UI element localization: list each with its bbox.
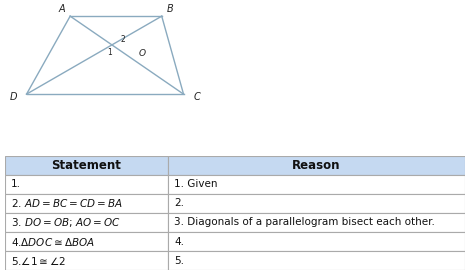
Bar xyxy=(5,232,168,251)
Text: O: O xyxy=(138,49,146,58)
Bar xyxy=(168,156,465,175)
Text: 1: 1 xyxy=(107,48,112,57)
Text: A: A xyxy=(58,4,65,14)
Bar xyxy=(168,232,465,251)
Text: 2.: 2. xyxy=(174,198,184,208)
Text: 1. Given: 1. Given xyxy=(174,179,218,189)
Text: 1.: 1. xyxy=(11,179,21,189)
Bar xyxy=(5,175,168,194)
Text: 3. Diagonals of a parallelogram bisect each other.: 3. Diagonals of a parallelogram bisect e… xyxy=(174,218,435,227)
Text: 4.$\Delta DOC \cong \Delta BOA$: 4.$\Delta DOC \cong \Delta BOA$ xyxy=(11,236,95,248)
Bar xyxy=(168,251,465,270)
Text: 3. $DO = OB$; $AO = OC$: 3. $DO = OB$; $AO = OC$ xyxy=(11,216,120,229)
Text: 2. $AD = BC = CD = BA$: 2. $AD = BC = CD = BA$ xyxy=(11,197,122,209)
Text: 5.: 5. xyxy=(174,256,184,266)
Bar xyxy=(5,213,168,232)
Text: Reason: Reason xyxy=(292,159,340,172)
Text: Statement: Statement xyxy=(51,159,121,172)
Bar xyxy=(168,194,465,213)
Bar xyxy=(5,156,168,175)
Text: B: B xyxy=(167,4,174,14)
Text: 4.: 4. xyxy=(174,237,184,247)
Text: 2: 2 xyxy=(120,35,125,44)
Bar xyxy=(5,194,168,213)
Text: 5.$\angle 1 \cong \angle 2$: 5.$\angle 1 \cong \angle 2$ xyxy=(11,255,66,267)
Bar xyxy=(168,175,465,194)
Bar xyxy=(168,213,465,232)
Bar xyxy=(5,251,168,270)
Text: D: D xyxy=(9,92,17,102)
Text: C: C xyxy=(193,92,200,102)
